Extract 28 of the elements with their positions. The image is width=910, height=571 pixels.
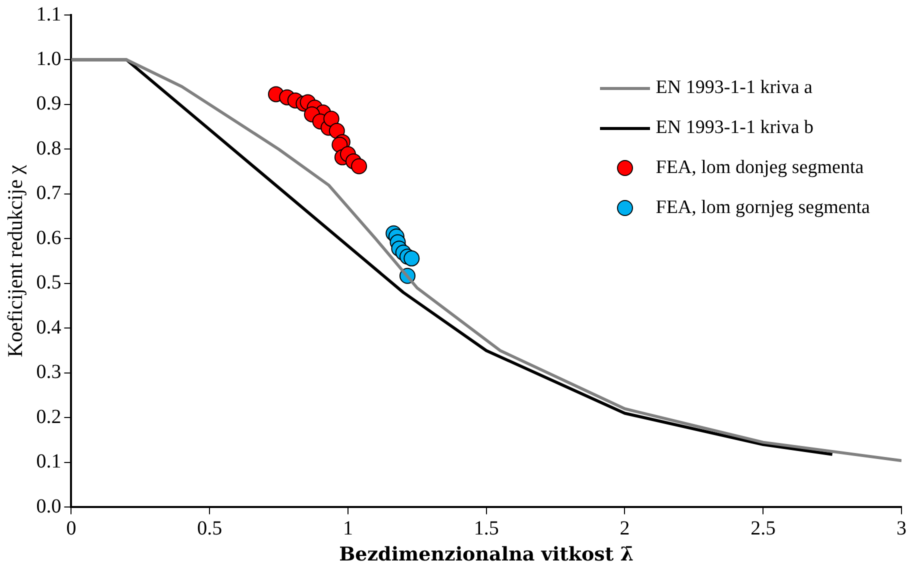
y-tick-label: 0.0: [36, 495, 62, 518]
x-tick-label: 0: [66, 517, 76, 540]
y-tick-label: 0.3: [36, 361, 62, 384]
y-tick-label: 0.9: [36, 92, 62, 115]
y-tick-label: 1.0: [36, 48, 62, 70]
x-tick-label: 0.5: [197, 517, 222, 540]
x-tick-label: 1.5: [474, 517, 499, 540]
y-axis-title: Koeficijent redukcije χ: [3, 164, 28, 358]
y-tick-label: 0.7: [36, 182, 62, 204]
y-tick-label: 1.1: [36, 3, 62, 26]
legend-label: EN 1993-1-1 kriva a: [656, 77, 812, 99]
x-tick-label: 2: [620, 517, 630, 540]
point: [351, 158, 368, 174]
y-tick-label: 0.8: [36, 137, 62, 160]
y-tick-label: 0.5: [36, 272, 62, 294]
x-tick-label: 2.5: [750, 517, 776, 540]
x-axis-title: Bezdimenzionalna vitkost λ̄: [339, 544, 634, 566]
y-tick-label: 0.6: [36, 226, 62, 249]
y-tick-label: 0.1: [36, 450, 62, 473]
legend-label: EN 1993-1-1 kriva b: [656, 117, 814, 139]
y-tick-label: 0.2: [36, 406, 62, 428]
point: [404, 250, 420, 266]
point: [323, 110, 340, 127]
legend-label: FEA, lom gornjeg segmenta: [656, 197, 870, 219]
x-tick-label: 3: [896, 517, 906, 540]
y-tick-label: 0.4: [36, 316, 62, 338]
x-tick-label: 1: [342, 517, 353, 540]
legend-label: FEA, lom donjeg segmenta: [656, 157, 864, 179]
